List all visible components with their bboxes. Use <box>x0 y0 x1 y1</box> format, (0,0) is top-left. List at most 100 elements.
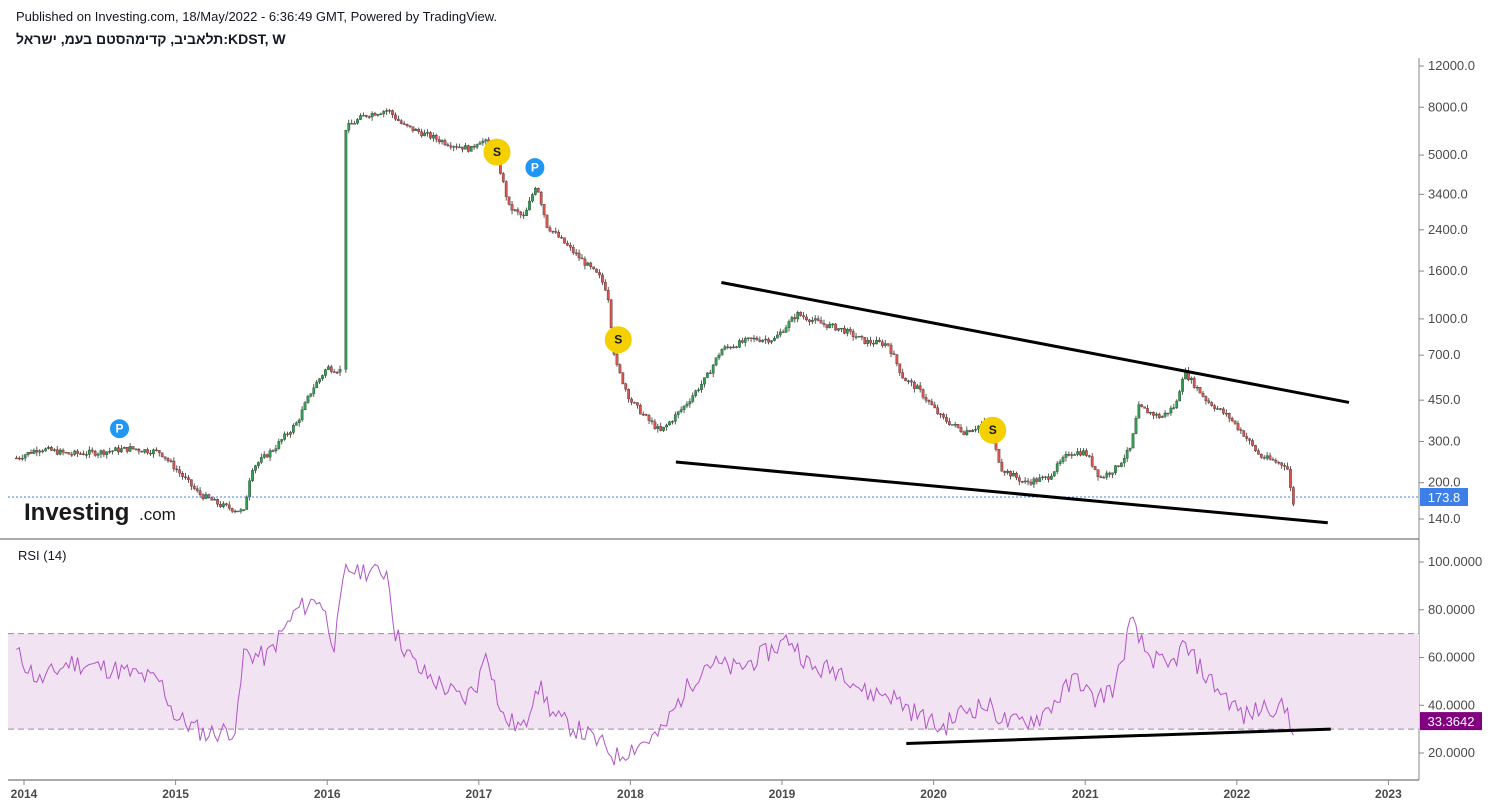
candle-body <box>560 237 563 239</box>
candle-body <box>676 411 680 415</box>
candle-body <box>1172 407 1176 409</box>
candle-body <box>344 129 348 370</box>
candle-body <box>1163 412 1167 417</box>
year-label: 2019 <box>769 787 796 801</box>
candle-body <box>901 372 905 379</box>
candle-body <box>711 364 715 374</box>
candle-body <box>773 337 776 341</box>
candle-body <box>910 380 913 383</box>
year-label: 2021 <box>1072 787 1099 801</box>
candle-body <box>913 382 916 389</box>
candle-body <box>1017 477 1021 482</box>
candle-body <box>1015 473 1018 478</box>
rsi-trendline <box>906 727 1331 745</box>
candle-body <box>120 448 123 453</box>
candle-body <box>735 346 738 348</box>
candle-body <box>621 372 625 384</box>
candle-body <box>262 454 266 458</box>
candle-body <box>114 447 117 451</box>
year-label: 2020 <box>920 787 947 801</box>
candle-body <box>149 452 152 455</box>
candle-body <box>17 457 21 460</box>
candle-body <box>974 428 977 431</box>
candle-body <box>688 401 692 405</box>
candle-body <box>717 355 721 358</box>
candle-body <box>930 401 934 406</box>
candle-body <box>1093 465 1097 470</box>
candle-body <box>1280 462 1284 466</box>
candle-body <box>647 415 651 421</box>
candle-body <box>434 134 438 140</box>
candle-body <box>108 451 112 453</box>
candle-body <box>866 340 870 344</box>
candle-body <box>697 389 700 391</box>
candle-body <box>577 252 581 259</box>
price-axis: 12000.0 8000.0 5000.0 3400.0 2400.0 1600.0 100… <box>1419 58 1475 526</box>
rsi-band <box>8 633 1419 730</box>
symbol-title: תלאביב, קדימהסטם בעמ, ישראל:KDST, W <box>16 31 286 47</box>
candle-body <box>1117 465 1120 467</box>
candle-body <box>644 414 648 416</box>
candle-body <box>1140 404 1144 407</box>
candle-body <box>1292 487 1295 505</box>
pivot-p-marker <box>524 157 546 179</box>
candle-body <box>880 341 884 346</box>
candle-body <box>242 509 246 511</box>
candle-body <box>603 282 607 291</box>
candle-body <box>828 324 832 328</box>
candle-body <box>79 453 82 455</box>
candle-body <box>379 113 383 116</box>
candle-body <box>542 204 546 216</box>
year-label: 2022 <box>1223 787 1250 801</box>
candle-body <box>904 378 907 382</box>
candle-body <box>52 449 56 451</box>
candle-body <box>522 214 526 217</box>
candle-body <box>1198 387 1202 394</box>
candle-body <box>536 188 540 193</box>
candle-body <box>592 266 596 270</box>
rsi-tick-label: 20.0000 <box>1428 745 1475 760</box>
candle-body <box>1149 412 1152 414</box>
candle-body <box>566 243 569 246</box>
candle-body <box>813 318 817 321</box>
candle-body <box>327 366 330 370</box>
candle-body <box>615 354 619 365</box>
svg-text:.com: .com <box>139 505 176 524</box>
candle-body <box>1020 481 1024 483</box>
candles-group <box>15 108 1295 514</box>
candle-body <box>685 403 689 407</box>
candle-body <box>534 188 537 195</box>
candle-body <box>111 450 114 452</box>
candle-body <box>1029 481 1033 485</box>
candle-body <box>650 420 654 423</box>
candle-body <box>23 454 27 459</box>
candle-body <box>35 450 39 453</box>
candle-body <box>1137 404 1141 419</box>
candle-body <box>665 424 668 428</box>
candle-body <box>950 424 954 426</box>
year-label: 2023 <box>1375 787 1402 801</box>
candle-body <box>504 181 508 197</box>
candle-body <box>198 490 202 495</box>
marker-label: S <box>989 423 997 437</box>
year-label: 2014 <box>11 787 38 801</box>
candle-body <box>452 146 456 148</box>
candle-body <box>668 421 671 426</box>
candle-body <box>44 448 47 452</box>
candle-body <box>184 476 187 478</box>
candle-body <box>1076 451 1079 455</box>
candle-body <box>318 378 321 383</box>
candle-body <box>399 120 403 124</box>
candle-body <box>971 430 975 433</box>
candle-body <box>166 458 170 461</box>
candle-body <box>1169 407 1173 414</box>
candle-body <box>802 315 805 318</box>
candle-body <box>189 479 193 487</box>
candle-body <box>939 413 942 415</box>
candle-body <box>808 319 811 322</box>
price-trendline <box>721 281 1350 404</box>
candle-body <box>402 123 406 125</box>
candle-body <box>1213 405 1216 409</box>
candle-body <box>271 450 275 452</box>
